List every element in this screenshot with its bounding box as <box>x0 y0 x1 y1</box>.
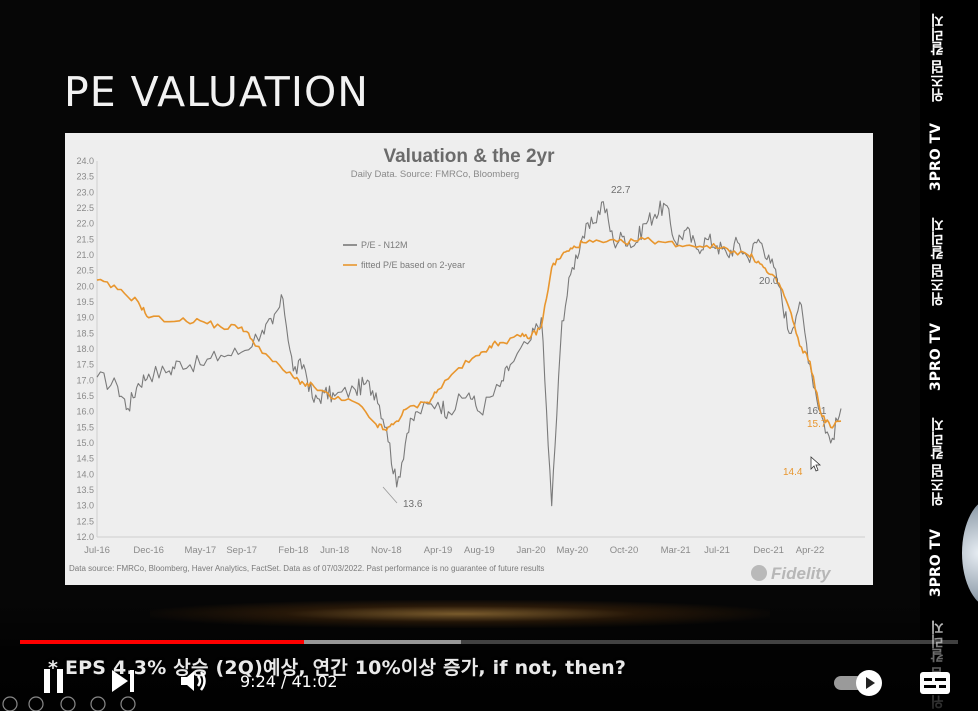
fidelity-logo: Fidelity <box>751 564 832 583</box>
series-fitted-line <box>96 236 842 432</box>
data-label: 13.6 <box>403 499 423 510</box>
x-tick-label: Sep-17 <box>226 545 257 556</box>
valuation-chart-svg: Valuation & the 2yr Daily Data. Source: … <box>69 146 865 583</box>
y-tick-label: 22.0 <box>76 219 94 229</box>
x-tick-label: Oct-20 <box>610 545 639 556</box>
time-display: 9:24 / 41:02 <box>240 672 338 691</box>
y-tick-label: 14.5 <box>76 454 94 464</box>
progress-bar[interactable] <box>20 640 958 644</box>
watermark-text: 위즈덤 칼리지 <box>930 417 946 507</box>
overlay-circle <box>962 498 978 608</box>
y-tick-label: 16.5 <box>76 391 94 401</box>
y-tick-label: 18.0 <box>76 344 94 354</box>
volume-icon <box>181 671 206 691</box>
time-separator: / <box>275 672 292 691</box>
y-tick-label: 24.0 <box>76 156 94 166</box>
valuation-chart: Valuation & the 2yr Daily Data. Source: … <box>65 133 873 585</box>
pause-icon <box>44 669 63 693</box>
duration: 41:02 <box>291 672 338 691</box>
progress-played <box>20 640 305 644</box>
autoplay-toggle-knob[interactable] <box>856 670 882 696</box>
play-icon <box>866 677 875 689</box>
legend-label: fitted P/E based on 2-year <box>361 260 465 270</box>
series-pe-line <box>96 200 842 507</box>
cursor-icon <box>810 456 822 472</box>
y-tick-label: 13.5 <box>76 485 94 495</box>
y-tick-label: 20.0 <box>76 281 94 291</box>
brand-text: Fidelity <box>771 564 832 583</box>
x-tick-label: May-20 <box>556 545 588 556</box>
x-tick-label: Apr-22 <box>796 545 825 556</box>
x-tick-label: Mar-21 <box>661 545 691 556</box>
slide-title: PE VALUATION <box>64 68 369 116</box>
chart-title: Valuation & the 2yr <box>383 146 555 167</box>
y-tick-label: 16.0 <box>76 407 94 417</box>
y-tick-label: 17.5 <box>76 360 94 370</box>
y-tick-label: 15.0 <box>76 438 94 448</box>
annotation-toolbar[interactable] <box>0 690 230 711</box>
data-label: 20.0 <box>759 276 779 287</box>
x-tick-label: Apr-19 <box>424 545 453 556</box>
volume-button[interactable] <box>178 666 212 696</box>
data-label: 14.4 <box>783 467 803 478</box>
controls-gradient <box>0 600 978 711</box>
x-tick-label: Feb-18 <box>278 545 308 556</box>
x-tick-label: Jul-16 <box>84 545 110 556</box>
x-tick-label: Jul-21 <box>704 545 730 556</box>
y-tick-label: 23.5 <box>76 172 94 182</box>
y-tick-label: 19.0 <box>76 313 94 323</box>
next-button[interactable] <box>108 666 138 696</box>
y-tick-label: 19.5 <box>76 297 94 307</box>
watermark-text: 3PRO TV <box>928 323 944 391</box>
next-icon <box>112 670 134 692</box>
y-tick-label: 13.0 <box>76 501 94 511</box>
chart-legend: P/E - N12M fitted P/E based on 2-year <box>343 240 465 270</box>
watermark-text: 3PRO TV <box>928 123 944 191</box>
y-tick-label: 14.0 <box>76 469 94 479</box>
y-tick-label: 12.5 <box>76 516 94 526</box>
legend-label: P/E - N12M <box>361 240 408 250</box>
chart-subtitle: Daily Data. Source: FMRCo, Bloomberg <box>351 169 519 180</box>
data-label: 15.7 <box>807 419 827 430</box>
y-tick-label: 21.5 <box>76 234 94 244</box>
y-tick-label: 23.0 <box>76 187 94 197</box>
x-tick-label: Jan-20 <box>516 545 545 556</box>
leader-line <box>382 486 398 504</box>
y-tick-label: 15.5 <box>76 422 94 432</box>
x-tick-label: May-17 <box>184 545 216 556</box>
current-time: 9:24 <box>240 672 276 691</box>
channel-watermark-strip: 위즈덤 칼리지 3PRO TV 위즈덤 칼리지 3PRO TV 위즈덤 칼리지 3PRO … <box>920 0 978 711</box>
y-tick-label: 22.5 <box>76 203 94 213</box>
watermark-text: 3PRO TV <box>928 529 944 597</box>
x-tick-label: Dec-21 <box>753 545 784 556</box>
settings-icon <box>920 672 950 694</box>
watermark-text: 위즈덤 칼리지 <box>930 13 946 103</box>
pause-button[interactable] <box>40 666 70 696</box>
y-tick-label: 12.0 <box>76 532 94 542</box>
x-tick-label: Aug-19 <box>464 545 495 556</box>
presentation-slide: PE VALUATION Valuation & the 2yr Daily D… <box>64 68 873 628</box>
x-tick-label: Jun-18 <box>320 545 349 556</box>
data-label: 16.1 <box>807 406 827 417</box>
settings-button[interactable] <box>918 668 952 698</box>
watermark-text: 위즈덤 칼리지 <box>930 217 946 307</box>
data-label: 22.7 <box>611 185 631 196</box>
x-tick-label: Dec-16 <box>133 545 164 556</box>
y-tick-label: 21.0 <box>76 250 94 260</box>
y-tick-label: 18.5 <box>76 328 94 338</box>
chart-footnote: Data source: FMRCo, Bloomberg, Haver Ana… <box>69 564 544 573</box>
y-tick-label: 17.0 <box>76 375 94 385</box>
x-tick-label: Nov-18 <box>371 545 402 556</box>
y-tick-label: 20.5 <box>76 266 94 276</box>
